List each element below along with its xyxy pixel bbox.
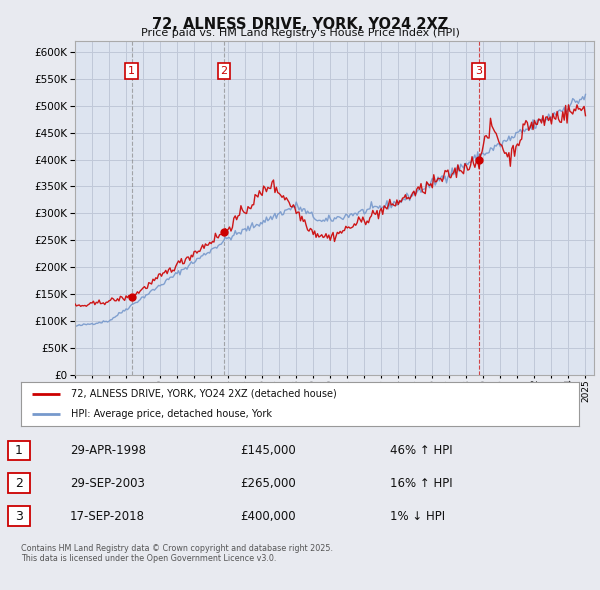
Text: 1: 1 — [128, 66, 135, 76]
Text: 16% ↑ HPI: 16% ↑ HPI — [390, 477, 452, 490]
Text: HPI: Average price, detached house, York: HPI: Average price, detached house, York — [71, 409, 272, 419]
Text: 3: 3 — [15, 510, 23, 523]
Text: 2: 2 — [15, 477, 23, 490]
Text: 3: 3 — [475, 66, 482, 76]
FancyBboxPatch shape — [8, 441, 30, 460]
Text: 72, ALNESS DRIVE, YORK, YO24 2XZ: 72, ALNESS DRIVE, YORK, YO24 2XZ — [152, 17, 448, 31]
Text: 46% ↑ HPI: 46% ↑ HPI — [390, 444, 452, 457]
Text: 2: 2 — [220, 66, 227, 76]
FancyBboxPatch shape — [8, 506, 30, 526]
Text: £145,000: £145,000 — [240, 444, 296, 457]
Text: Price paid vs. HM Land Registry's House Price Index (HPI): Price paid vs. HM Land Registry's House … — [140, 28, 460, 38]
Text: 72, ALNESS DRIVE, YORK, YO24 2XZ (detached house): 72, ALNESS DRIVE, YORK, YO24 2XZ (detach… — [71, 389, 337, 399]
Text: 29-APR-1998: 29-APR-1998 — [70, 444, 146, 457]
Text: 1% ↓ HPI: 1% ↓ HPI — [390, 510, 445, 523]
Text: Contains HM Land Registry data © Crown copyright and database right 2025.
This d: Contains HM Land Registry data © Crown c… — [21, 544, 333, 563]
Text: 29-SEP-2003: 29-SEP-2003 — [70, 477, 145, 490]
Text: £265,000: £265,000 — [240, 477, 296, 490]
Text: £400,000: £400,000 — [240, 510, 296, 523]
FancyBboxPatch shape — [8, 473, 30, 493]
Text: 17-SEP-2018: 17-SEP-2018 — [70, 510, 145, 523]
Text: 1: 1 — [15, 444, 23, 457]
